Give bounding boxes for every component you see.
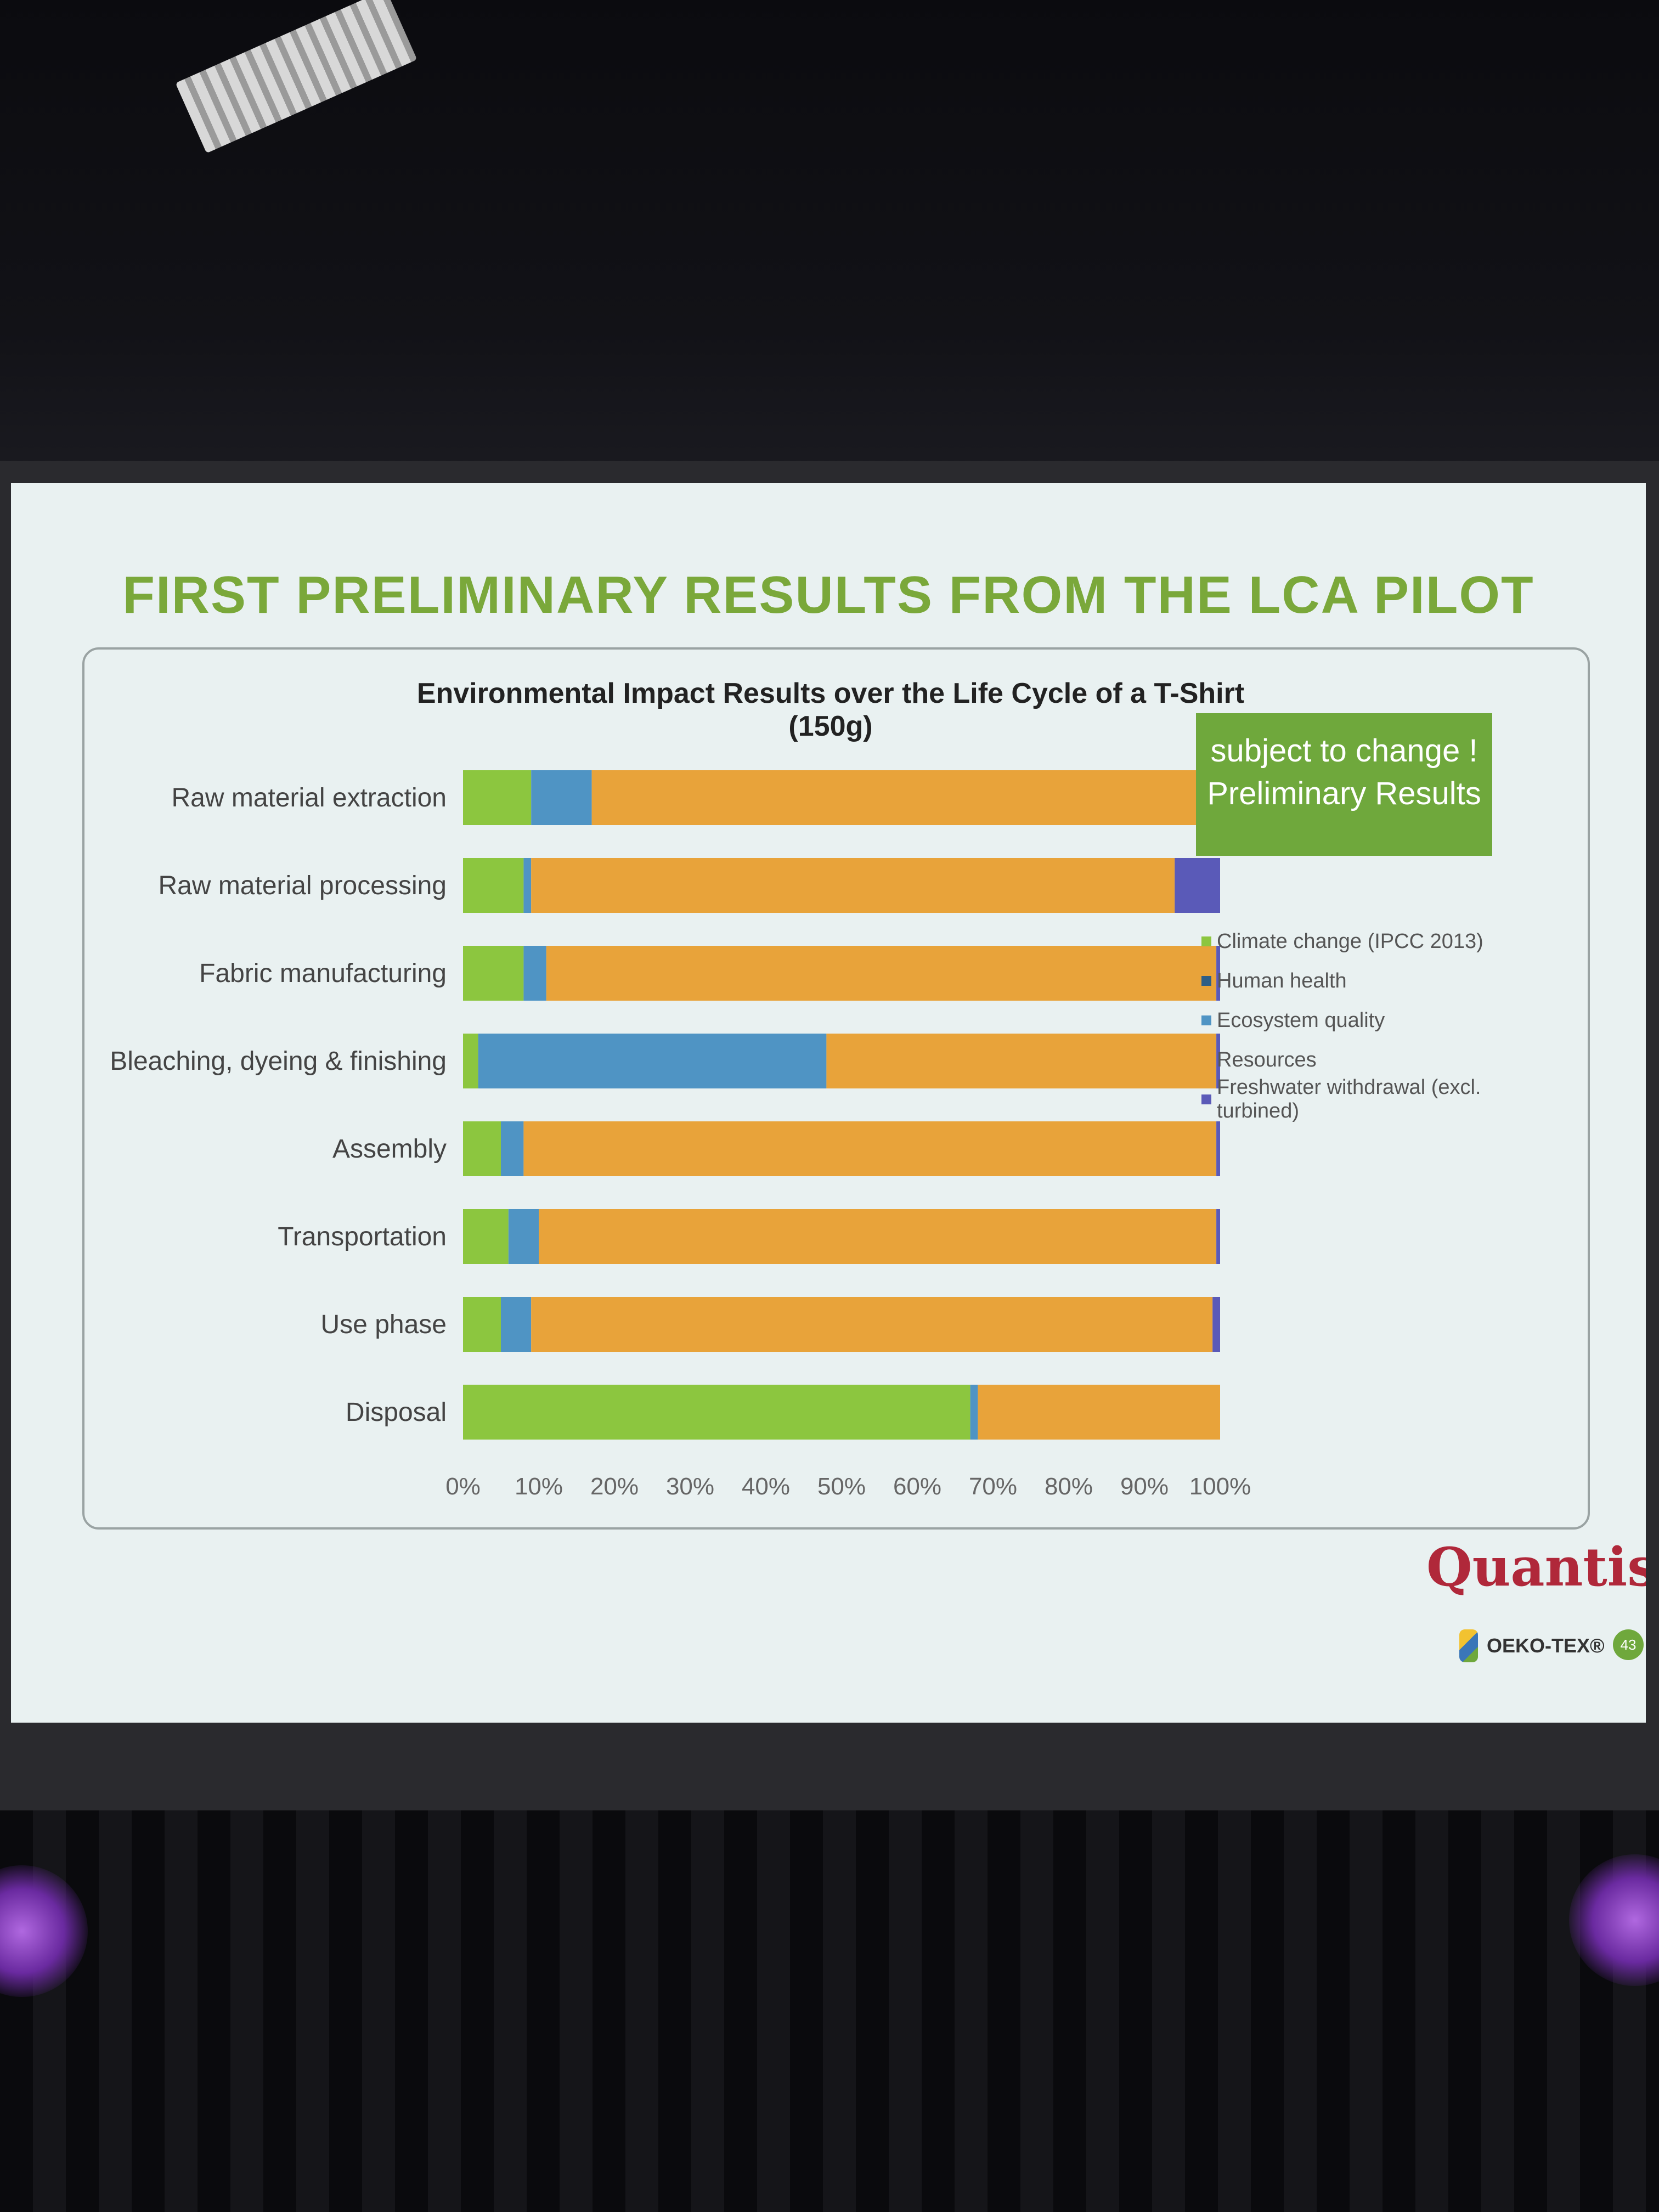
bar-segment	[1216, 1034, 1220, 1088]
x-tick-label: 0%	[445, 1473, 481, 1500]
bar-segment	[463, 1385, 970, 1440]
legend-label: Human health	[1217, 969, 1347, 992]
x-tick-label: 50%	[817, 1473, 866, 1500]
legend-swatch	[1201, 1015, 1211, 1025]
bar-segment	[463, 1297, 501, 1352]
category-label: Raw material extraction	[171, 783, 447, 812]
bar-segment	[463, 1209, 509, 1264]
x-tick-label: 100%	[1189, 1473, 1251, 1500]
category-label: Disposal	[346, 1398, 447, 1427]
legend-swatch	[1201, 936, 1211, 946]
bar-segment	[826, 1034, 1217, 1088]
legend-label: Resources	[1217, 1048, 1317, 1071]
bar-segment	[463, 1121, 501, 1176]
legend-swatch	[1201, 1055, 1211, 1065]
presentation-slide: FIRST PRELIMINARY RESULTS FROM THE LCA P…	[11, 483, 1646, 1723]
oekotex-logo: OEKO-TEX®	[1459, 1629, 1605, 1662]
legend-item: Freshwater withdrawal (excl. turbined)	[1201, 1076, 1509, 1122]
bar-segment	[501, 1297, 532, 1352]
x-tick-label: 60%	[893, 1473, 941, 1500]
legend-label: Ecosystem quality	[1217, 1008, 1385, 1032]
bar-segment	[1216, 1121, 1220, 1176]
chart-title: Environmental Impact Results over the Li…	[416, 678, 1245, 742]
bar-segment	[523, 946, 546, 1001]
x-tick-label: 30%	[666, 1473, 714, 1500]
legend-swatch	[1201, 976, 1211, 986]
legend-label: Freshwater withdrawal (excl. turbined)	[1217, 1076, 1481, 1122]
bar-segment	[531, 770, 592, 825]
bar-segment	[531, 858, 1175, 913]
bar-segment	[1212, 1297, 1220, 1352]
bar-segment	[531, 1297, 1213, 1352]
bar-segment	[970, 1385, 978, 1440]
x-tick-label: 80%	[1045, 1473, 1093, 1500]
category-label: Raw material processing	[158, 871, 447, 900]
x-tick-label: 10%	[515, 1473, 563, 1500]
bar-segment	[539, 1209, 1217, 1264]
badge-line-2: Preliminary Results	[1207, 776, 1481, 811]
chart-legend: Climate change (IPCC 2013) Human health Ec…	[1201, 922, 1509, 1122]
stage-curtain	[0, 1810, 1659, 2212]
bar-segment	[501, 1121, 524, 1176]
bar-segment	[463, 946, 524, 1001]
category-label: Assembly	[332, 1135, 447, 1164]
badge-line-1: subject to change !	[1210, 733, 1478, 769]
bar-segment	[523, 858, 532, 913]
stacked-bar-chart: Raw material extraction Raw material proc…	[110, 770, 1251, 1500]
slide-title: FIRST PRELIMINARY RESULTS FROM THE LCA P…	[122, 566, 1534, 624]
bar-segment	[478, 1034, 827, 1088]
bar-segment	[1216, 1209, 1220, 1264]
legend-item: Human health	[1201, 961, 1509, 1001]
bar-segment	[591, 770, 1220, 825]
oekotex-logo-text: OEKO-TEX®	[1487, 1634, 1605, 1657]
category-label: Fabric manufacturing	[199, 959, 447, 988]
x-tick-label: 40%	[742, 1473, 790, 1500]
legend-swatch	[1201, 1094, 1211, 1104]
legend-item: Climate change (IPCC 2013)	[1201, 922, 1509, 961]
quantis-logo: Quantis	[1426, 1536, 1646, 1598]
legend-item: Resources	[1201, 1040, 1509, 1080]
bar-segment	[463, 858, 524, 913]
bar-segment	[1175, 858, 1220, 913]
x-tick-label: 70%	[969, 1473, 1017, 1500]
bar-segment	[463, 770, 532, 825]
legend-item: Ecosystem quality	[1201, 1001, 1509, 1040]
preliminary-results-badge: subject to change ! Preliminary Results	[1196, 713, 1492, 856]
bar-segment	[1216, 946, 1220, 1001]
page-number: 43	[1613, 1629, 1644, 1660]
category-label: Transportation	[278, 1222, 447, 1251]
chart-panel: Environmental Impact Results over the Li…	[82, 647, 1590, 1530]
oekotex-mark-icon	[1459, 1629, 1478, 1662]
bar-segment	[978, 1385, 1220, 1440]
category-label: Bleaching, dyeing & finishing	[110, 1047, 447, 1076]
bar-segment	[463, 1034, 478, 1088]
legend-label: Climate change (IPCC 2013)	[1217, 929, 1483, 953]
x-tick-label: 90%	[1120, 1473, 1169, 1500]
category-label: Use phase	[321, 1310, 447, 1339]
bar-segment	[508, 1209, 539, 1264]
bar-segment	[546, 946, 1217, 1001]
x-tick-label: 20%	[590, 1473, 639, 1500]
bar-segment	[523, 1121, 1217, 1176]
